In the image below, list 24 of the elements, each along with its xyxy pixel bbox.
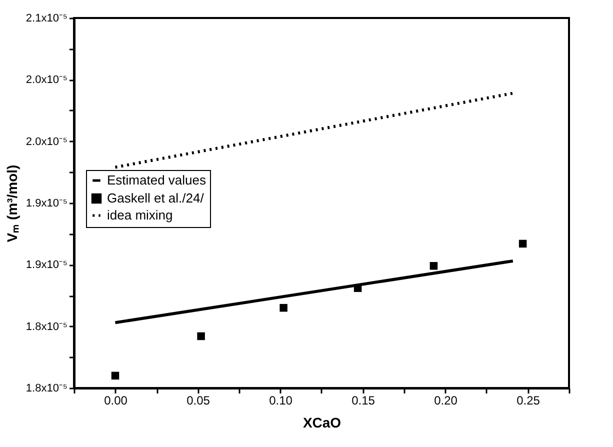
y-tick-label: 1.8x10⁻⁵: [26, 320, 68, 333]
legend-label: Estimated values: [107, 172, 206, 188]
x-tick-label: 0.25: [516, 394, 540, 408]
x-tick-label: 0.10: [269, 394, 293, 408]
y-tick-label: 1.9x10⁻⁵: [26, 198, 68, 210]
y-tick-label: 2.1x10⁻⁵: [26, 12, 68, 24]
x-tick-label: 0.05: [186, 394, 210, 408]
x-tick-label: 0.00: [104, 394, 128, 408]
point: [518, 240, 527, 248]
legend-label: Gaskell et al./24/: [107, 190, 204, 206]
y-tick-label: 1.9x10⁻⁵: [26, 259, 68, 272]
x-axis-title: XCaO: [302, 414, 342, 430]
legend-label: idea mixing: [107, 208, 173, 222]
y-tick-label: 2.0x10⁻⁵: [26, 136, 68, 148]
y-tick-label: 1.8x10⁻⁵: [26, 382, 68, 394]
x-tick-label: 0.20: [434, 394, 458, 408]
y-axis-title: Vₘ (m³/mol): [4, 164, 20, 242]
point: [354, 284, 362, 292]
point: [280, 304, 288, 312]
y-tick-label: 2.0x10⁻⁵: [26, 74, 68, 86]
point: [111, 372, 120, 380]
x-tick-label: 0.15: [352, 394, 376, 408]
point: [430, 262, 438, 270]
point: [197, 332, 205, 340]
